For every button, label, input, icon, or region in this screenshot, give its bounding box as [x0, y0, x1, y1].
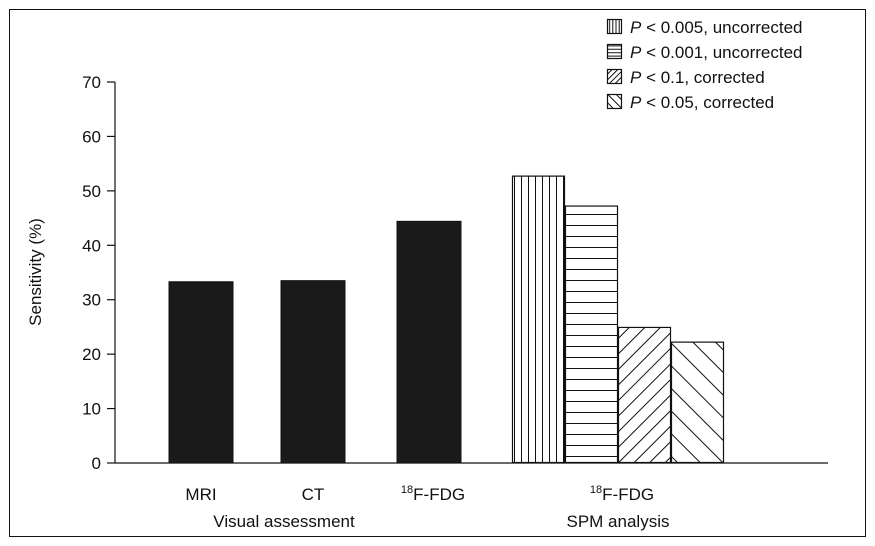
x-tick-label: MRI — [185, 485, 216, 504]
legend-p: P — [630, 68, 642, 87]
legend-text: < 0.005, uncorrected — [641, 18, 802, 37]
y-axis-ticks: 0 10 20 30 40 50 60 70 — [82, 73, 115, 473]
legend-swatch-diag-up — [606, 93, 623, 110]
label-main: F-FDG — [413, 485, 465, 504]
y-tick-label: 0 — [92, 454, 101, 473]
legend-p: P — [630, 93, 642, 112]
bar-spm-2 — [617, 326, 672, 464]
group-label-visual: Visual assessment — [213, 512, 355, 531]
legend-label: P < 0.001, uncorrected — [630, 43, 802, 62]
y-tick-label: 50 — [82, 182, 101, 201]
bar-visual-0 — [168, 281, 234, 464]
legend-text: < 0.001, uncorrected — [641, 43, 802, 62]
legend-text: < 0.1, corrected — [641, 68, 764, 87]
bar-spm-1 — [564, 205, 619, 464]
bar-spm-3 — [670, 341, 725, 464]
legend-label: P < 0.05, corrected — [630, 93, 774, 112]
superscript: 18 — [590, 484, 602, 496]
bars — [168, 175, 725, 464]
bar-spm-0 — [511, 175, 566, 464]
superscript: 18 — [401, 484, 413, 496]
y-tick-label: 40 — [82, 236, 101, 255]
group-label-spm: SPM analysis — [567, 512, 670, 531]
legend-p: P — [630, 43, 642, 62]
y-axis-label: Sensitivity (%) — [26, 218, 45, 326]
legend-text: < 0.05, corrected — [641, 93, 774, 112]
legend-swatch-diag-down — [606, 68, 623, 85]
bar-visual-2 — [396, 220, 462, 464]
legend-p: P — [630, 18, 642, 37]
legend-swatch-horizontal — [606, 43, 623, 60]
legend-label: P < 0.1, corrected — [630, 68, 765, 87]
label-main: F-FDG — [602, 485, 654, 504]
y-tick-label: 60 — [82, 127, 101, 146]
y-tick-label: 30 — [82, 291, 101, 310]
legend-label: P < 0.005, uncorrected — [630, 18, 802, 37]
legend-swatch-vertical — [606, 18, 623, 35]
y-tick-label: 70 — [82, 73, 101, 92]
x-tick-label: CT — [302, 485, 325, 504]
bar-visual-1 — [280, 280, 346, 464]
x-tick-label-spm: 18F-FDG — [590, 484, 654, 504]
x-tick-label: 18F-FDG — [401, 484, 465, 504]
y-tick-label: 10 — [82, 400, 101, 419]
y-tick-label: 20 — [82, 345, 101, 364]
